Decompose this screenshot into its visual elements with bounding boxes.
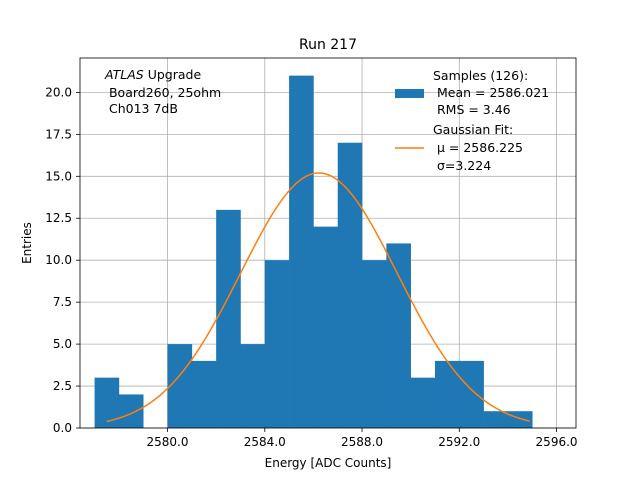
y-tick-label-5: 12.5 [45,211,72,225]
histogram-bar-12 [386,243,411,428]
histogram-bar-10 [337,142,363,428]
y-axis-ticks: 0.0 2.5 5.0 7.5 10.0 12.5 15.0 17.5 20.0 [45,85,80,435]
histogram-bar-11 [362,260,387,428]
legend-samples-mean: Mean = 2586.021 [433,85,549,100]
x-tick-label-0: 2580.0 [147,435,189,449]
histogram-bar-8 [289,75,314,428]
histogram-bar-13 [410,377,436,428]
y-tick-label-1: 2.5 [53,379,72,393]
y-tick-label-0: 0.0 [53,421,72,435]
y-tick-label-3: 7.5 [53,295,72,309]
legend-samples-label: Samples (126): [433,68,528,83]
legend-samples-rms: RMS = 3.46 [433,102,511,117]
histogram-bar-15 [459,360,484,428]
plot-frame [79,57,577,429]
x-axis-ticks: 2580.0 2584.0 2588.0 2592.0 2596.0 [147,428,578,449]
legend: Samples (126): Mean = 2586.021 RMS = 3.4… [395,68,549,173]
histogram-bars [94,75,533,428]
histogram-bar-1 [118,394,144,428]
annotation-atlas: ATLAS [104,67,144,82]
histogram-bar-14 [434,360,460,428]
legend-fit-sigma: σ=3.224 [433,158,491,173]
legend-fit-label: Gaussian Fit: [433,122,513,137]
y-axis-label: Entries [20,222,34,264]
histogram-bar-5 [216,209,241,428]
y-tick-label-4: 10.0 [45,253,72,267]
chart-title: Run 217 [299,37,357,53]
y-tick-label-2: 5.0 [53,337,72,351]
annotation-line-3: Ch013 7dB [105,101,178,116]
y-tick-label-6: 15.0 [45,169,72,183]
x-tick-label-1: 2584.0 [244,435,286,449]
histogram-bar-4 [191,360,217,428]
x-axis-label: Energy [ADC Counts] [265,456,392,470]
x-tick-label-4: 2596.0 [536,435,578,449]
gaussian-fit-curve [106,172,530,423]
annotation-line-1: ATLAS Upgrade [104,67,201,82]
histogram-bar-0 [94,377,120,428]
legend-swatch-samples [395,89,424,98]
legend-fit-mu: μ = 2586.225 [433,140,523,155]
y-tick-label-7: 17.5 [45,127,72,141]
histogram-bar-3 [167,344,193,428]
histogram-bar-17 [507,411,533,428]
x-tick-label-2: 2588.0 [341,435,383,449]
histogram-bar-7 [264,260,290,428]
histogram-bar-6 [240,344,266,428]
annotation-line-2: Board260, 25ohm [105,85,221,100]
y-tick-label-8: 20.0 [45,85,72,99]
annotation-upgrade: Upgrade [144,67,202,82]
x-tick-label-3: 2592.0 [438,435,480,449]
run-annotation: ATLAS Upgrade Board260, 25ohm Ch013 7dB [104,67,221,116]
histogram-bar-9 [313,226,339,428]
histogram-bar-16 [483,411,509,428]
